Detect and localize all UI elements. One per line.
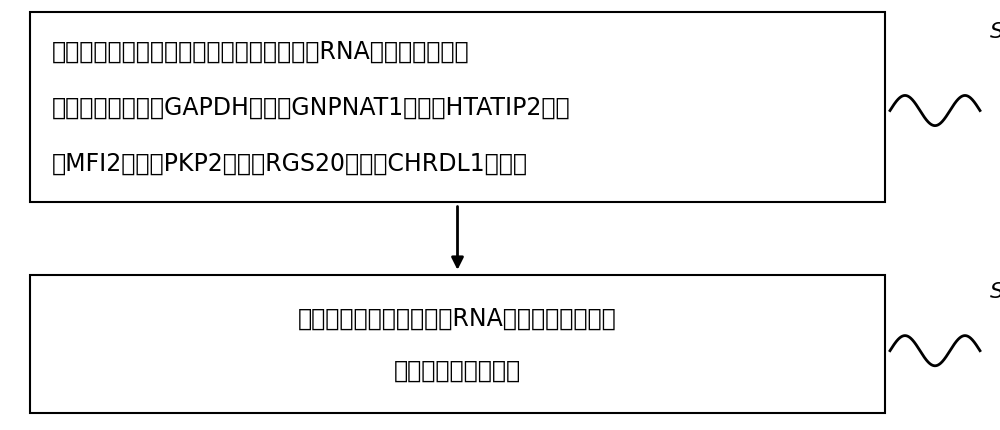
FancyBboxPatch shape xyxy=(30,275,885,413)
Text: S2: S2 xyxy=(990,282,1000,302)
Text: 测，多个基因包括GAPDH基因、GNPNAT1基因、HTATIP2基因: 测，多个基因包括GAPDH基因、GNPNAT1基因、HTATIP2基因 xyxy=(52,95,571,120)
FancyBboxPatch shape xyxy=(30,13,885,202)
Text: 腺癌预后风险评分。: 腺癌预后风险评分。 xyxy=(394,358,521,382)
Text: S1: S1 xyxy=(990,22,1000,42)
Text: 获取待测样本，对该待测样本的多个基因的RNA表达水平进行检: 获取待测样本，对该待测样本的多个基因的RNA表达水平进行检 xyxy=(52,40,470,64)
Text: 、MFI2基因、PKP2基因、RGS20基因和CHRDL1基因；: 、MFI2基因、PKP2基因、RGS20基因和CHRDL1基因； xyxy=(52,151,528,175)
Text: 根据检测出的多个基因的RNA表达水平，计算肺: 根据检测出的多个基因的RNA表达水平，计算肺 xyxy=(298,306,617,330)
